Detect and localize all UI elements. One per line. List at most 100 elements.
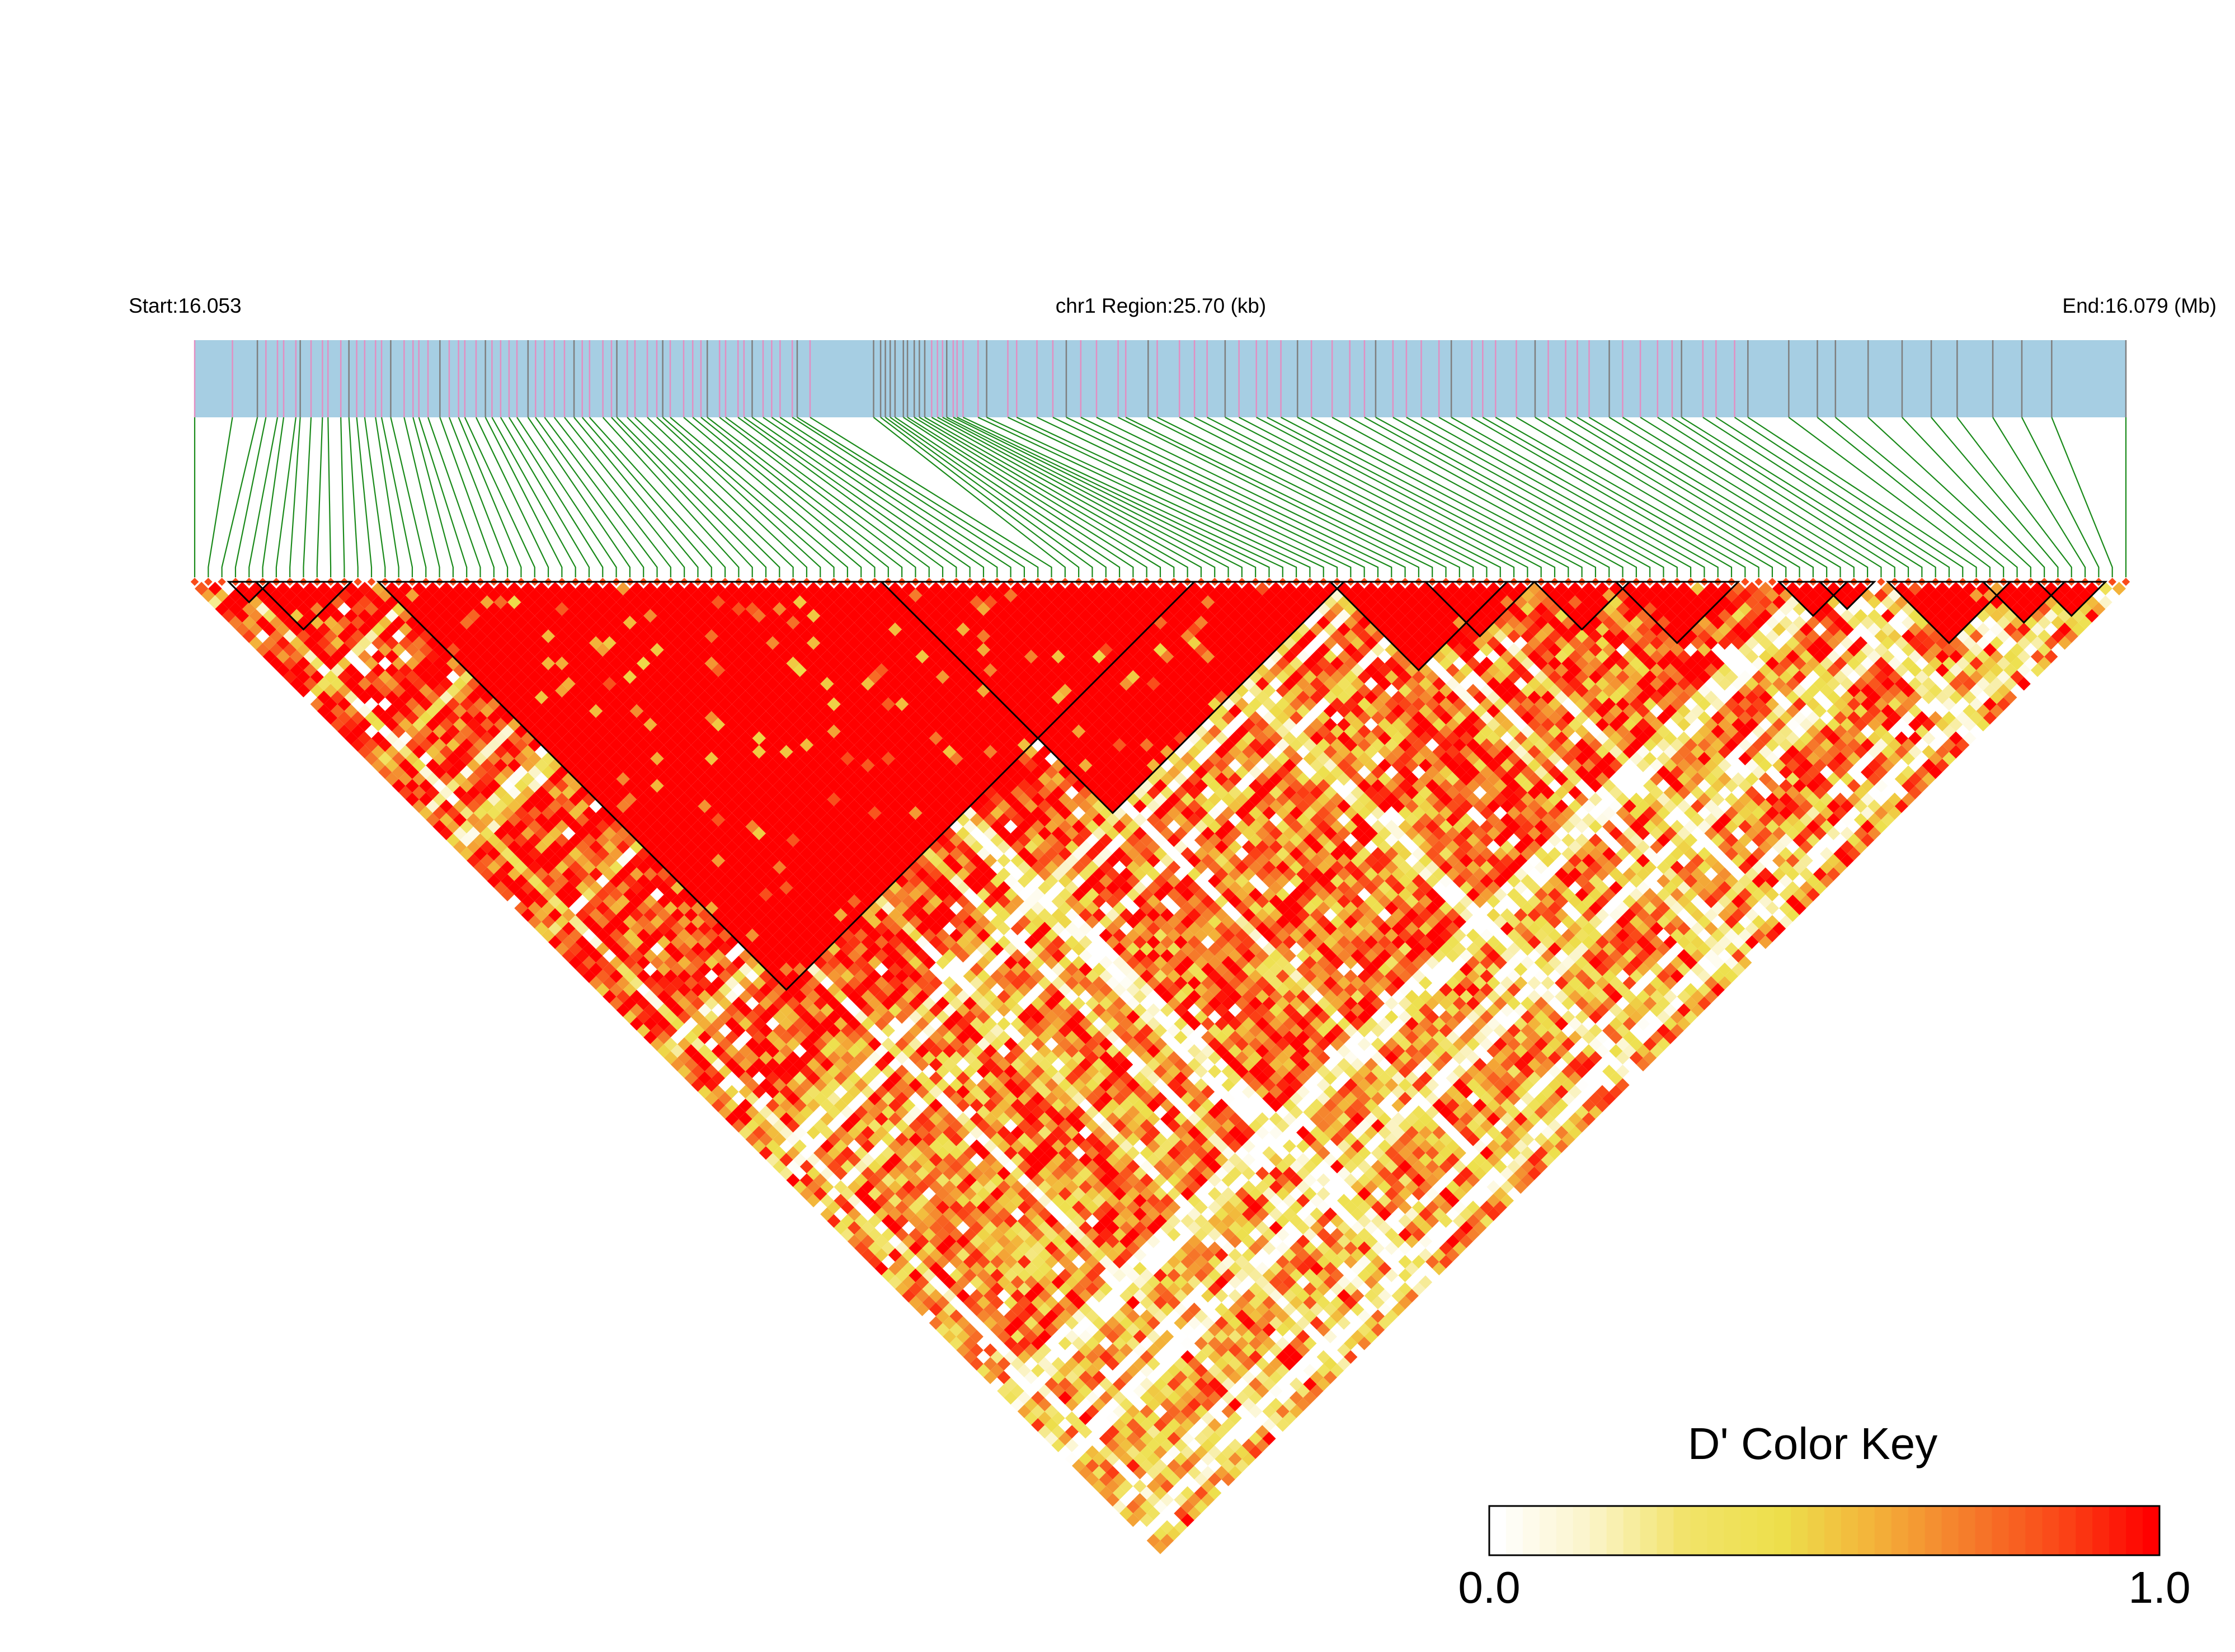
ld-cell [847,1193,862,1208]
ld-cell [881,1037,895,1051]
ld-cell [874,976,888,990]
ld-cell [956,1289,970,1303]
ld-cell [657,772,671,786]
ld-cell [378,602,392,616]
ld-cell [670,690,685,704]
ld-cell [854,1214,868,1228]
ld-cell [303,582,317,596]
ld-cell [793,1030,807,1044]
ld-cell [357,649,372,663]
ld-cell [1044,1432,1058,1446]
ld-cell [745,1065,759,1079]
ld-cell [1153,1241,1168,1255]
ld-cell [603,677,617,691]
ld-cell [1289,1322,1304,1337]
ld-cell [1105,1275,1120,1289]
ld-cell [799,806,814,820]
ld-cell [704,996,718,1010]
ld-cell [970,1071,984,1085]
ld-cell [1024,1289,1038,1303]
ld-cell [868,1214,882,1228]
ld-cell [1044,1363,1058,1378]
ld-cell [507,690,521,704]
ld-cell [1044,1322,1058,1337]
ld-cell [623,969,637,983]
ld-cell [643,949,657,963]
ld-cell [1017,1065,1032,1079]
ld-cell [297,656,310,671]
ld-cell [473,602,487,616]
ld-cell [568,874,582,888]
snp-connector-line [208,417,233,577]
ld-cell [521,867,535,881]
ld-cell [637,724,651,738]
ld-cell [1167,1227,1181,1242]
ld-cell [473,724,487,738]
ld-cell [677,684,691,698]
ld-cell [956,1126,970,1140]
ld-cell [392,684,406,698]
ld-cell [637,792,651,807]
ld-cell [596,684,610,698]
ld-cell [1099,1472,1113,1486]
ld-cell [766,1126,780,1140]
ld-cell [616,976,630,990]
ld-cell [603,990,617,1004]
ld-cell [1153,1432,1168,1446]
ld-cell [1065,1126,1079,1140]
ld-cell [915,1234,929,1249]
ld-cell [1031,1227,1045,1242]
ld-cell [1282,1357,1297,1371]
ld-cell [799,901,814,915]
ld-cell [997,1370,1011,1385]
ld-cell [861,1193,875,1208]
ld-cell [956,1234,970,1249]
snp-connector-line [725,417,930,577]
ld-cell [1099,1458,1113,1473]
ld-cell [847,1234,862,1249]
ld-cell [861,1016,875,1031]
ld-cell [603,622,617,637]
ld-cell [310,656,324,671]
ld-cell [1316,1336,1330,1350]
ld-cell [773,1091,787,1105]
ld-cell [439,690,453,704]
ld-cell [378,643,392,657]
ld-cell [990,996,1004,1010]
ld-cell [1099,1173,1113,1187]
ld-cell [582,724,596,738]
ld-cell [568,670,582,684]
ld-cell [1126,1391,1140,1405]
ld-cell [738,1112,752,1126]
ld-cell [637,629,651,643]
ld-cell [1051,1112,1065,1126]
ld-cell [1038,1275,1052,1289]
ld-cell [902,908,916,922]
snp-connector-line [1375,417,1651,577]
snp-connector-line [1931,417,2059,577]
ld-cell [467,840,481,854]
ld-cell [1282,1289,1297,1303]
snp-connector-line [707,417,903,577]
snp-connector-line [589,417,726,577]
ld-cell [752,1071,766,1085]
ld-cell [582,589,596,603]
ld-cell [956,1166,970,1180]
ld-cell [684,677,698,691]
ld-cell [378,629,392,643]
ld-cell [432,670,446,684]
ld-cell [704,738,718,752]
ld-cell [1249,1377,1263,1391]
ld-cell [773,887,787,902]
ld-cell [500,860,515,874]
ld-cell [303,690,317,704]
ld-cell [453,772,467,786]
ld-cell [1079,1193,1093,1208]
snp-connector-line [779,417,1011,577]
ld-cell [813,901,827,915]
ld-cell [500,792,515,807]
snp-connector-line [953,417,1257,577]
ld-cell [1215,1248,1229,1262]
ld-cell [1079,1207,1093,1221]
ld-cell [1146,1384,1160,1398]
